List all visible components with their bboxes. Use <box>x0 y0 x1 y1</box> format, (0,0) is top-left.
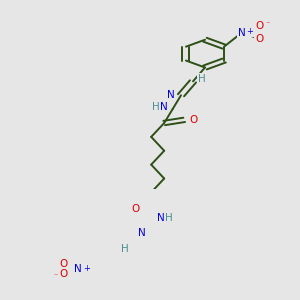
Text: O: O <box>255 22 263 32</box>
Text: ⁻: ⁻ <box>266 20 270 28</box>
Text: N: N <box>138 228 146 238</box>
Text: H: H <box>152 102 160 112</box>
Text: N: N <box>167 90 175 100</box>
Text: H: H <box>165 213 172 223</box>
Text: N: N <box>74 264 82 274</box>
Text: O: O <box>59 269 68 279</box>
Text: N: N <box>160 102 168 112</box>
Text: N: N <box>238 28 246 38</box>
Text: N: N <box>157 213 164 223</box>
Text: +: + <box>83 264 90 273</box>
Text: O: O <box>255 34 263 44</box>
Text: O: O <box>59 259 68 269</box>
Text: ⁻: ⁻ <box>53 272 58 281</box>
Text: +: + <box>247 27 254 36</box>
Text: O: O <box>189 115 197 125</box>
Text: H: H <box>198 74 206 85</box>
Text: H: H <box>121 244 128 254</box>
Text: O: O <box>131 204 139 214</box>
